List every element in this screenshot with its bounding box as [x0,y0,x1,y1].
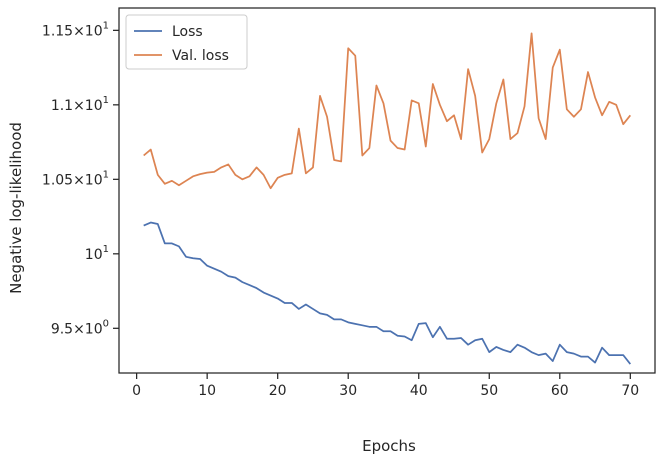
x-tick-label: 20 [269,383,287,399]
series-line-val-loss [143,32,632,190]
y-tick-label: 1.05×101 [42,169,109,188]
x-tick-label: 10 [198,383,216,399]
y-tick-label: 101 [85,244,109,263]
x-axis-ticks: 0 10 20 30 40 50 60 70 [132,373,639,399]
x-tick-label: 70 [621,383,639,399]
y-axis-ticks: 9.5×100 101 1.05×101 1.1×101 1.15×101 [42,20,119,337]
y-tick-label: 1.15×101 [42,20,109,39]
x-tick-label: 0 [132,383,141,399]
y-tick-label: 9.5×100 [51,318,109,337]
legend-label-loss: Loss [172,24,203,40]
x-tick-label: 40 [410,383,428,399]
y-tick-label: 1.1×101 [51,95,109,114]
x-tick-label: 50 [480,383,498,399]
series-line-loss [143,221,632,365]
legend-label-val-loss: Val. loss [172,48,229,64]
x-axis-label: Epochs [362,437,416,455]
legend: Loss Val. loss [125,14,248,70]
series-layer [143,32,632,365]
x-tick-label: 30 [339,383,357,399]
x-tick-label: 60 [551,383,569,399]
y-axis-label: Negative log-likelihood [7,122,25,294]
plot-frame [118,7,656,374]
